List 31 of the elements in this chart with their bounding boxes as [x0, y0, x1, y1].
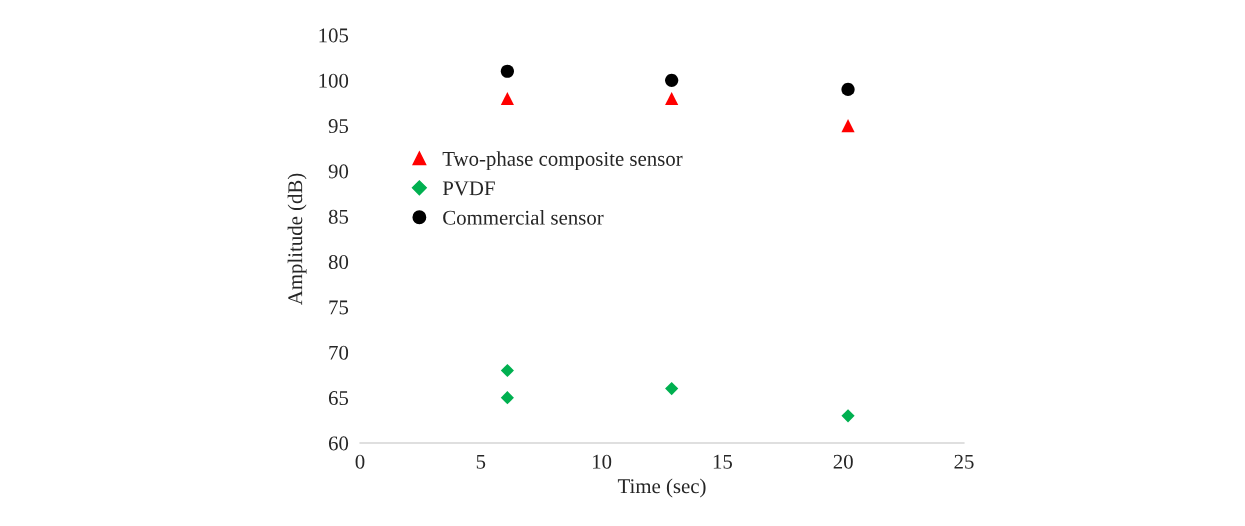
y-tick-label: 90: [328, 164, 349, 179]
x-tick-label: 25: [954, 454, 974, 469]
x-tick-label: 0: [355, 454, 365, 469]
y-tick-label: 105: [319, 28, 349, 43]
x-tick-label: 20: [833, 454, 853, 469]
y-axis-title: Amplitude (dB): [287, 173, 307, 306]
point: [841, 119, 855, 133]
legend-label: PVDF: [442, 181, 495, 196]
y-tick-label: 60: [328, 436, 349, 451]
point: [500, 64, 514, 78]
point: [500, 363, 514, 378]
point: [500, 391, 514, 405]
point: [665, 73, 679, 87]
y-tick-label: 65: [328, 391, 349, 406]
x-tick-label: 5: [476, 454, 486, 469]
point: [665, 382, 679, 396]
x-tick-label: 10: [593, 454, 612, 469]
x-tick-label: 15: [713, 454, 732, 469]
y-tick-label: 100: [319, 73, 349, 88]
y-tick-label: 85: [328, 209, 349, 224]
point: [841, 82, 855, 96]
point: [841, 409, 855, 423]
y-tick-label: 70: [329, 345, 349, 360]
y-tick-label: 80: [328, 255, 349, 270]
y-tick-label: 95: [328, 119, 349, 134]
legend-label: Two-phase composite sensor: [442, 151, 683, 171]
x-axis-title: Time (sec): [617, 478, 706, 498]
y-tick-label: 75: [329, 300, 349, 315]
point: [500, 91, 514, 106]
point: [665, 91, 679, 106]
legend-label: Commercial sensor: [443, 210, 604, 225]
